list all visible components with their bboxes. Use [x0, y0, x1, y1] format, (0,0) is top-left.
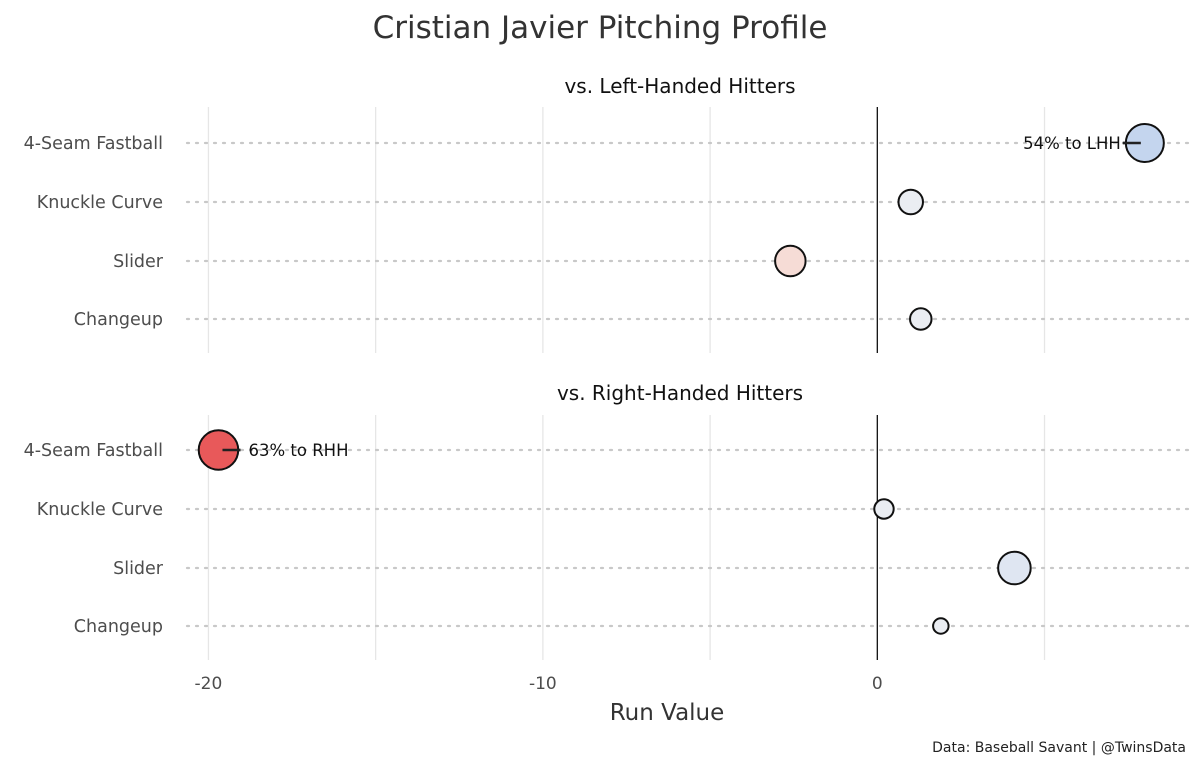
data-point [909, 307, 933, 331]
plot-area: vs. Left-Handed Hitters 4-Seam Fastball Kn… [24, 74, 1197, 694]
data-point [932, 617, 950, 635]
data-point [873, 498, 895, 520]
annotation-label: 54% to LHH [1023, 134, 1121, 153]
data-point [774, 244, 807, 278]
y-tick-label: Slider [113, 559, 164, 579]
y-tick-label: 4-Seam Fastball [24, 134, 163, 154]
y-tick-label: Changeup [74, 310, 163, 330]
y-tick-label: 4-Seam Fastball [24, 441, 163, 461]
x-tick-label: -20 [195, 674, 223, 694]
y-tick-label: Changeup [74, 617, 163, 637]
x-axis-label: Run Value [610, 700, 725, 726]
data-point [997, 550, 1032, 586]
y-tick-label: Knuckle Curve [37, 193, 163, 213]
facet-title: vs. Right-Handed Hitters [557, 381, 803, 405]
y-tick-label: Slider [113, 252, 164, 272]
data-point [897, 188, 924, 216]
facet-title: vs. Left-Handed Hitters [564, 74, 795, 98]
caption: Data: Baseball Savant | @TwinsData [932, 740, 1186, 756]
x-tick-label: -10 [529, 674, 557, 694]
y-tick-label: Knuckle Curve [37, 500, 163, 520]
x-tick-label: 0 [872, 674, 883, 694]
annotation-label: 63% to RHH [248, 441, 348, 460]
chart-title: Cristian Javier Pitching Profile [373, 10, 828, 46]
